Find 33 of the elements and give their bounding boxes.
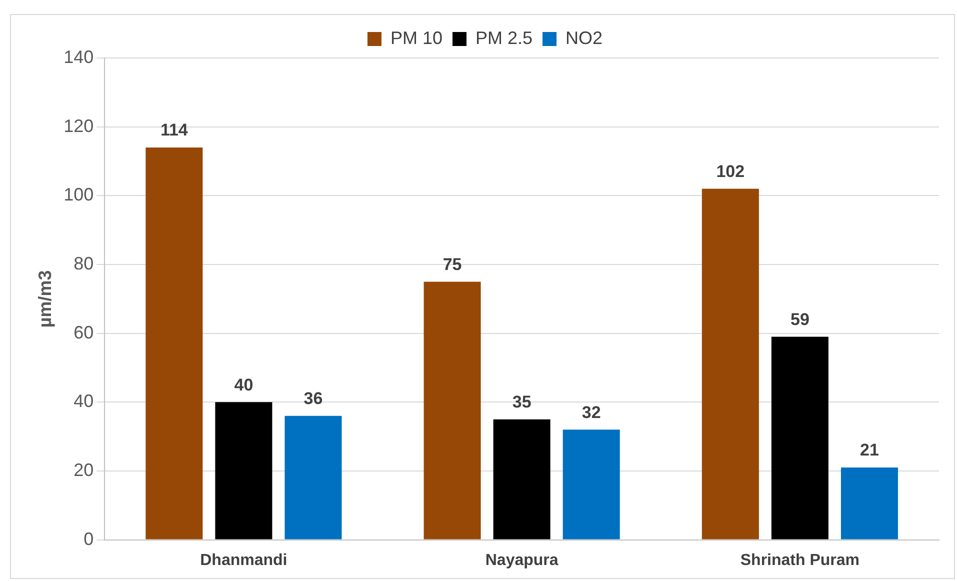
legend-label: NO2: [566, 28, 603, 48]
data-label: 32: [582, 402, 601, 422]
y-tick-label: 0: [84, 528, 94, 549]
x-tick-label: Nayapura: [485, 552, 558, 569]
x-tick-label: Shrinath Puram: [740, 552, 860, 569]
y-tick-label: 80: [74, 253, 94, 274]
data-label: 102: [716, 162, 745, 181]
data-label: 114: [160, 120, 188, 140]
y-tick-label: 100: [64, 184, 94, 205]
bar: [840, 468, 898, 540]
bar: [702, 188, 759, 540]
y-tick-label: 120: [64, 116, 94, 136]
y-tick-label: 140: [64, 46, 94, 67]
bar: [215, 402, 272, 540]
bar: [146, 147, 203, 540]
bar: [284, 416, 342, 540]
legend-label: PM 2.5: [475, 28, 533, 48]
data-label: 59: [790, 310, 810, 329]
y-tick-label: 60: [74, 322, 94, 342]
legend-label: PM 10: [390, 28, 443, 48]
bar: [771, 336, 828, 540]
data-label: 75: [442, 254, 462, 274]
data-label: 40: [234, 375, 254, 394]
x-tick-label: Dhanmandi: [200, 552, 288, 569]
data-label: 21: [860, 440, 879, 460]
bar: [493, 419, 550, 540]
data-label: 36: [304, 389, 323, 408]
y-axis-title: µm/m3: [34, 270, 55, 328]
y-tick-label: 40: [74, 391, 94, 412]
y-tick-label: 20: [74, 460, 94, 480]
bar: [424, 282, 481, 540]
data-label: 35: [512, 392, 532, 412]
bar: [562, 430, 620, 540]
